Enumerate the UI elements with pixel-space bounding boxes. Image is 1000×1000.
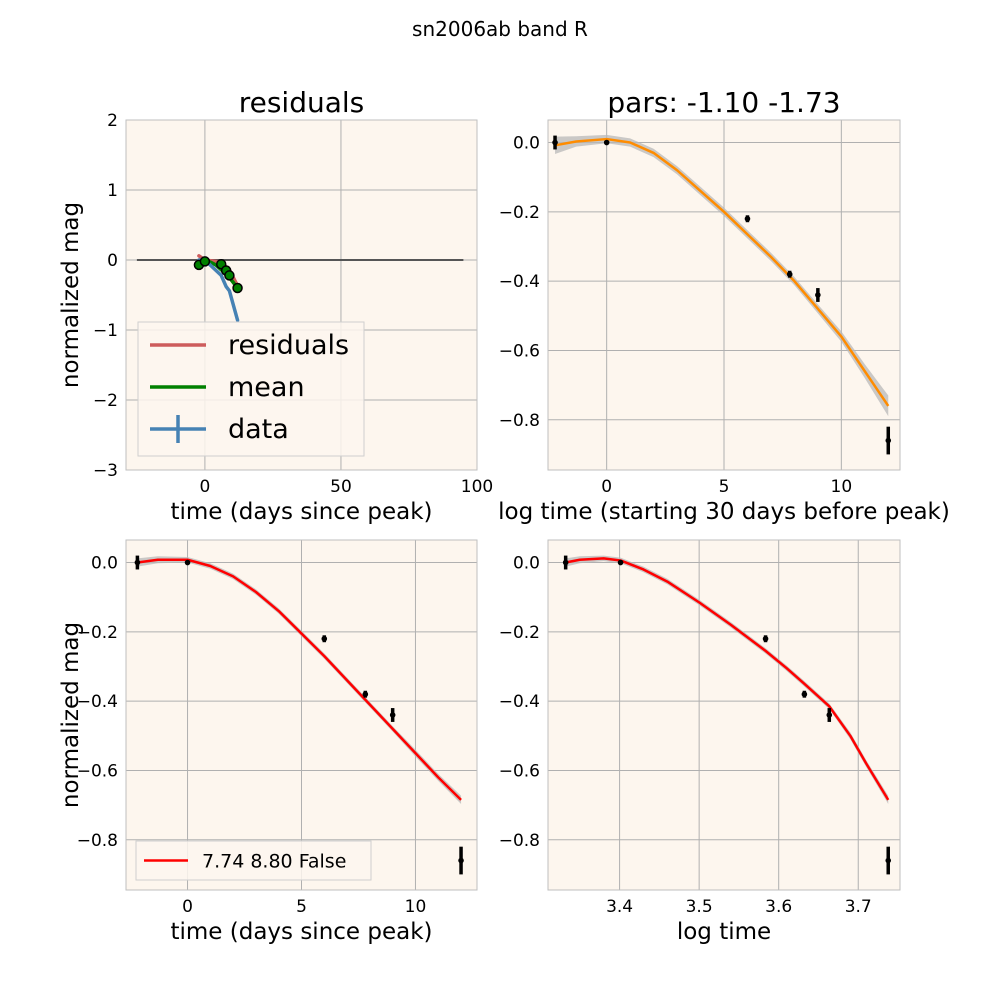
data-point: [458, 857, 464, 864]
y-tick-label: −0.8: [77, 831, 118, 851]
data-point: [184, 559, 191, 566]
y-tick-label: −0.4: [499, 272, 540, 292]
data-point: [603, 139, 610, 146]
log-fit-plot: 3.4 3.5 3.6 3.7 0.0 −0.2 −0.4 −0.6 −0.8 log time: [499, 539, 901, 945]
y-tick-label: 0.0: [513, 134, 540, 154]
x-tick-label: 0: [199, 477, 210, 497]
y-tick-label: −0.6: [77, 761, 118, 781]
mean-point: [232, 282, 243, 294]
fit-line: [565, 557, 890, 801]
linear-fit-plot: 0 5 10 0.0 −0.2 −0.4 −0.6 −0.8 time (days since …: [58, 539, 478, 945]
plot-area: [548, 540, 900, 890]
y-tick-label: −0.4: [77, 692, 118, 712]
y-axis-label: normalized mag: [58, 622, 84, 808]
y-tick-label: −3: [93, 461, 118, 481]
x-tick-label: 10: [405, 897, 427, 917]
plot-data: [562, 555, 892, 875]
data-point: [801, 691, 808, 698]
data-point: [786, 271, 793, 278]
data-point: [744, 215, 751, 222]
data-point: [885, 437, 892, 444]
plot-title: pars: -1.10 -1.73: [607, 86, 840, 119]
data-point: [617, 559, 624, 566]
data-point: [321, 635, 328, 642]
pars-plot: 0 5 10 0.0 −0.2 −0.4 −0.6 −0.8 pars: -1.10 -1.73…: [498, 86, 950, 525]
y-tick-label: −1: [93, 321, 118, 341]
figure-suptitle: sn2006ab band R: [412, 17, 588, 41]
y-tick-label: −0.6: [499, 341, 540, 361]
data-point: [826, 712, 833, 718]
x-axis-label: log time: [677, 919, 771, 945]
data-point: [762, 635, 769, 642]
x-tick-label: 0: [601, 477, 612, 497]
y-axis-label: normalized mag: [58, 202, 84, 388]
y-tick-label: 1: [107, 181, 118, 201]
data-point: [552, 139, 558, 146]
y-tick-label: −2: [93, 391, 118, 411]
residuals-plot: 0 50 100 −3 −2 −1 0 1 2 residuals time (days since…: [58, 86, 493, 525]
x-axis-label: time (days since peak): [170, 919, 432, 945]
y-tick-label: 0: [107, 251, 118, 271]
y-tick-label: 0.0: [513, 554, 540, 574]
x-tick-label: 50: [330, 477, 352, 497]
x-tick-label: 3.7: [845, 897, 872, 917]
y-tick-label: −0.6: [499, 761, 540, 781]
legend-label: residuals: [228, 330, 349, 361]
y-tick-label: −0.8: [499, 411, 540, 431]
x-axis-label: time (days since peak): [170, 499, 432, 525]
plot-frame: [125, 119, 478, 471]
y-tick-label: −0.2: [77, 623, 118, 643]
plot-frame: [547, 539, 901, 891]
y-tick-label: −0.2: [499, 623, 540, 643]
x-tick-label: 0: [182, 897, 193, 917]
fit-line: [137, 558, 462, 801]
legend-label: data: [228, 414, 289, 445]
plot-frame: [125, 539, 478, 891]
y-tick-label: 2: [107, 111, 118, 131]
x-tick-label: 3.4: [606, 897, 633, 917]
legend-label: 7.74 8.80 False: [202, 851, 346, 873]
y-tick-label: −0.4: [499, 692, 540, 712]
x-tick-label: 5: [296, 897, 307, 917]
data-point: [562, 559, 569, 566]
legend-label: mean: [228, 372, 305, 403]
x-tick-label: 3.5: [686, 897, 713, 917]
data-point: [885, 857, 892, 864]
data-point: [389, 712, 396, 718]
fit-line: [554, 137, 890, 407]
x-tick-label: 3.6: [765, 897, 792, 917]
plot-frame: [547, 119, 901, 471]
plot-title: residuals: [239, 86, 365, 119]
y-tick-label: −0.8: [499, 831, 540, 851]
x-tick-label: 10: [831, 477, 853, 497]
data-point: [362, 691, 369, 698]
plot-data: [136, 254, 464, 322]
plot-data: [552, 134, 892, 455]
mean-point: [224, 270, 235, 281]
data-point: [134, 559, 141, 566]
mean-point: [199, 256, 211, 267]
plot-data: [134, 555, 464, 875]
y-tick-label: −0.2: [499, 203, 540, 223]
x-tick-label: 5: [719, 477, 730, 497]
y-tick-label: 0.0: [91, 554, 118, 574]
x-tick-label: 100: [461, 477, 493, 497]
data-point: [815, 292, 821, 298]
x-axis-label: log time (starting 30 days before peak): [498, 499, 950, 525]
